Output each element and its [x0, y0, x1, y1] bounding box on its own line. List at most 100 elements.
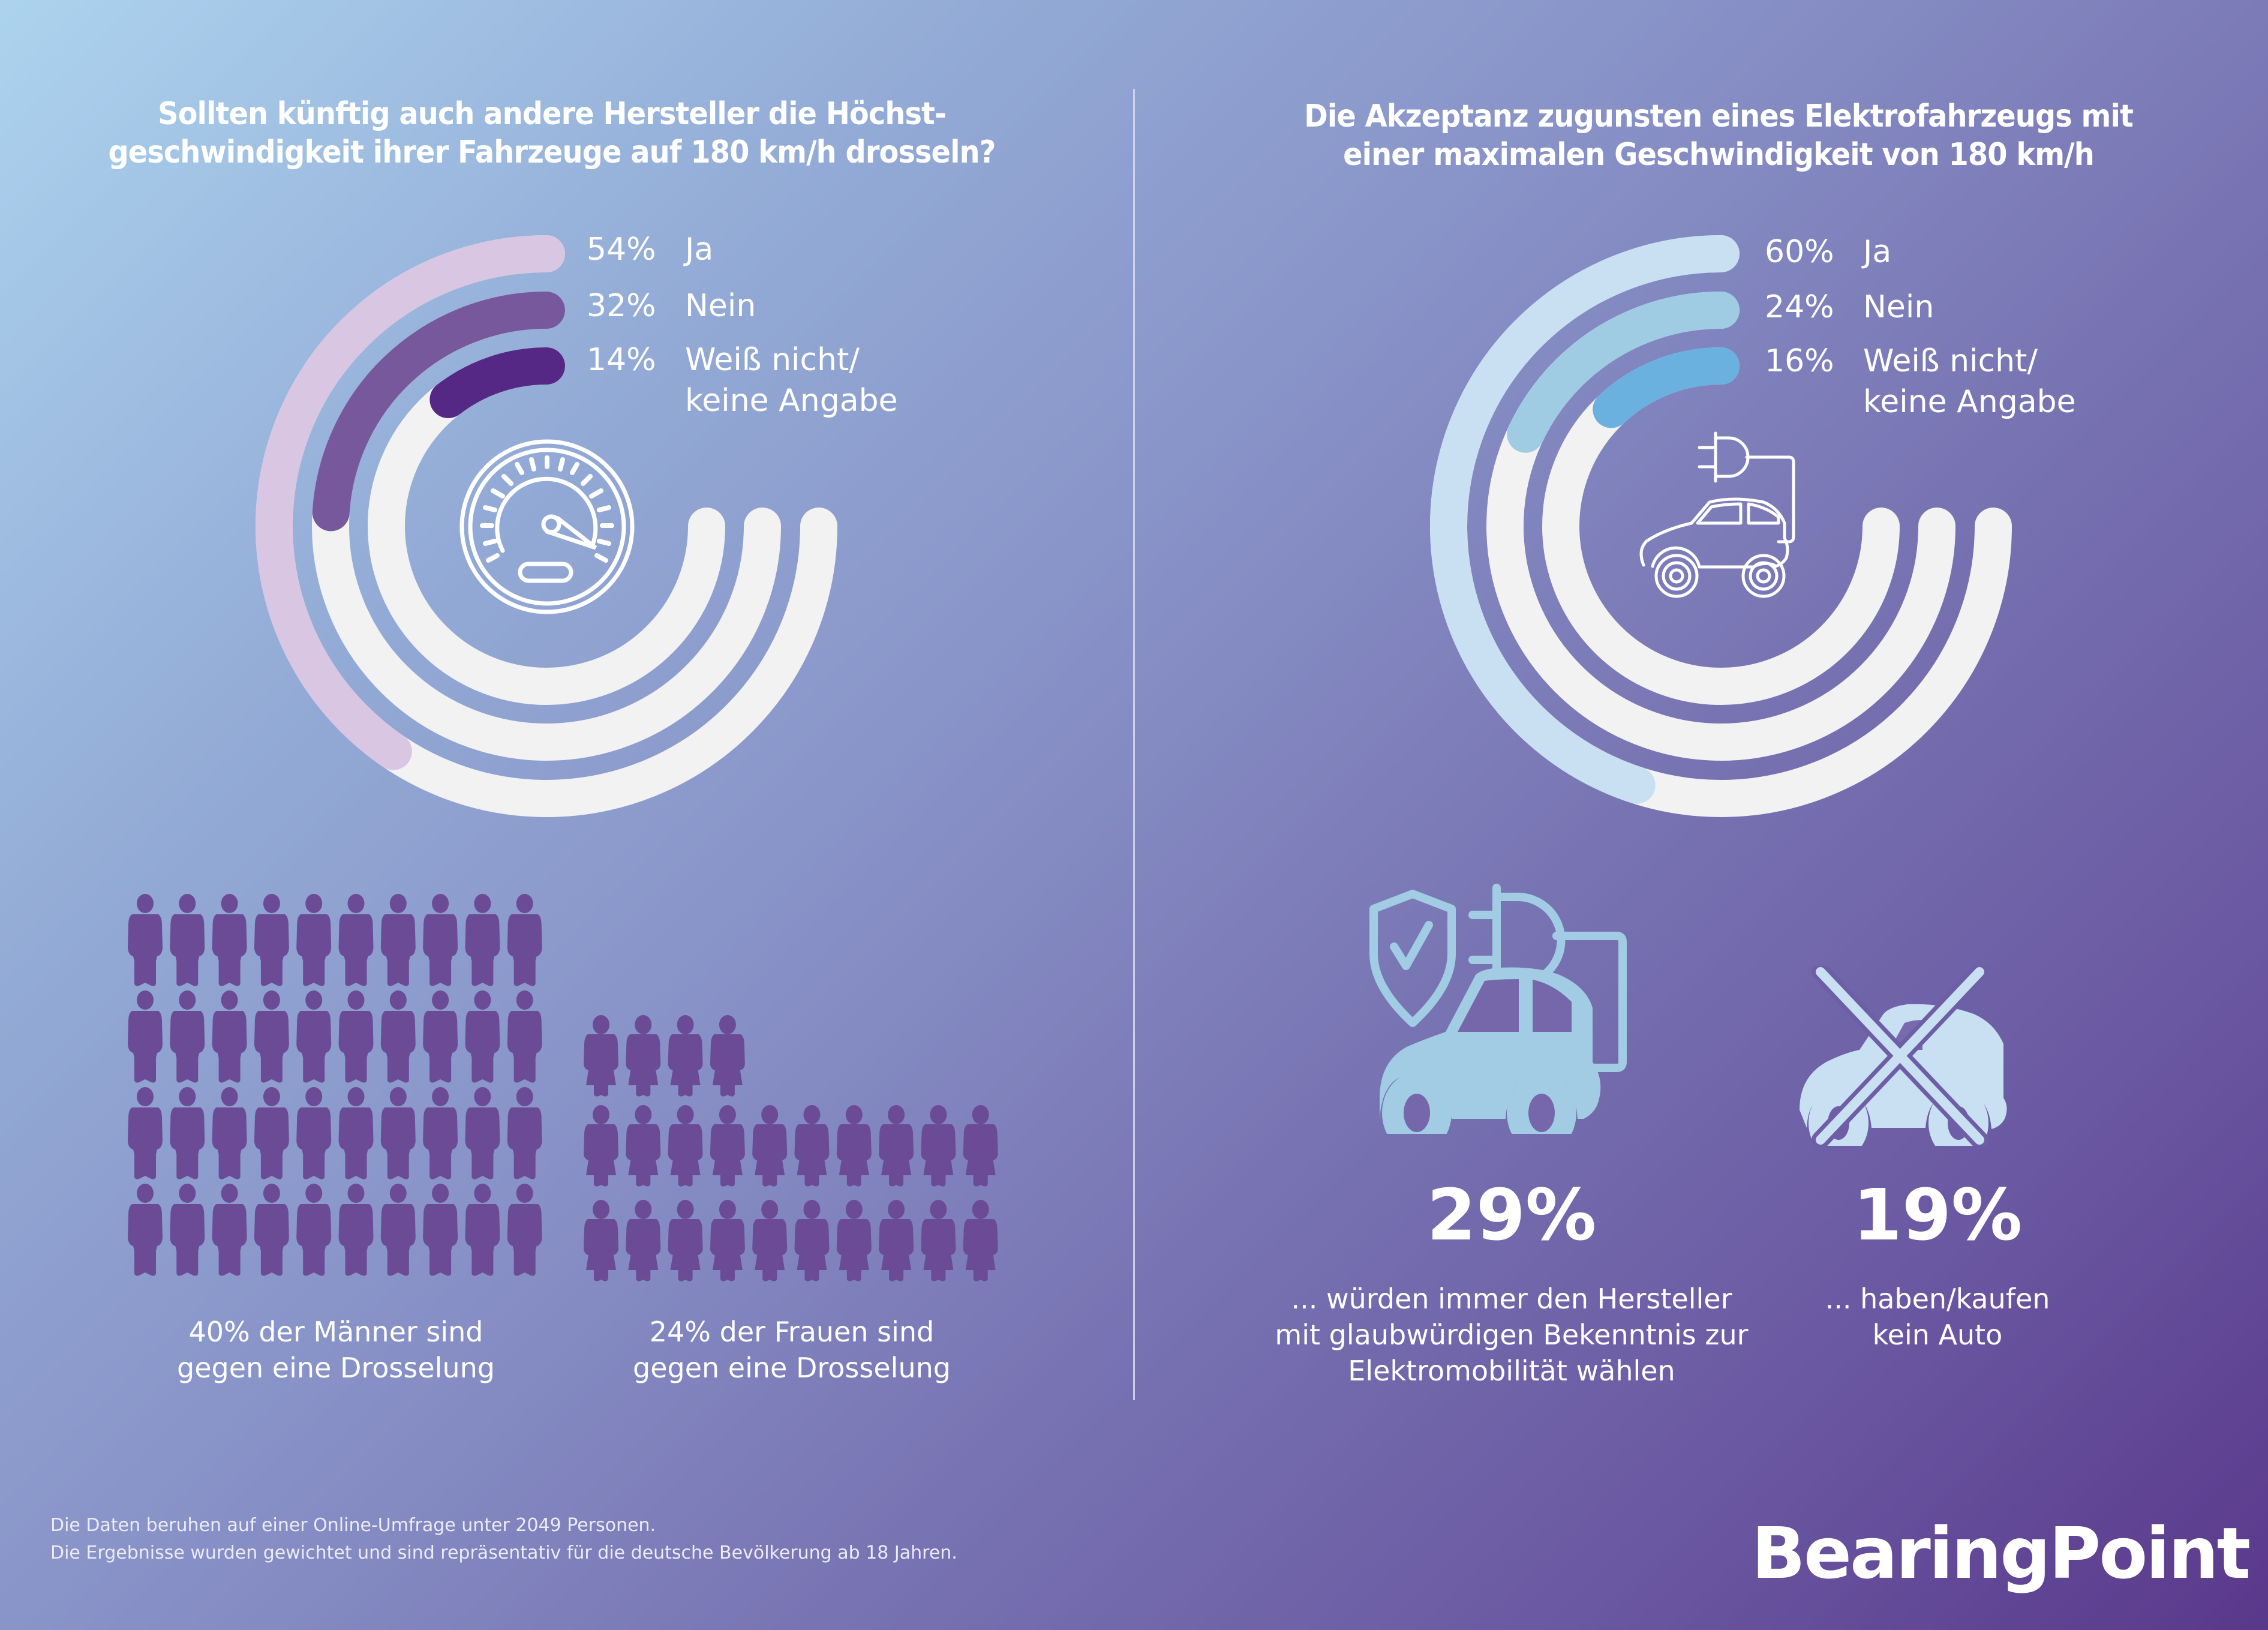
man-icon — [338, 894, 374, 986]
no-car-icon — [1800, 966, 2007, 1146]
man-icon — [465, 1184, 500, 1276]
right-title-line-1: Die Akzeptanz zugunsten eines Elektrofah… — [1304, 98, 2134, 134]
left-legend-pct-nein: 32% — [587, 288, 656, 324]
right-legend-pct-ja: 60% — [1765, 234, 1834, 270]
man-icon — [170, 1087, 205, 1179]
man-icon — [128, 1087, 163, 1179]
man-icon — [212, 1184, 247, 1276]
left-chart-title: Sollten künftig auch andere Hersteller d… — [100, 95, 1005, 172]
radial-bar-nein — [312, 292, 565, 532]
right-title-line-2: einer maximalen Geschwindigkeit von 180 … — [1343, 137, 2095, 173]
men-caption: 40% der Männer sind gegen eine Drosselun… — [138, 1314, 534, 1386]
bearingpoint-logo: BearingPoint — [1752, 1512, 2251, 1595]
woman-icon — [794, 1105, 830, 1187]
man-icon — [380, 1184, 416, 1276]
man-icon — [170, 990, 205, 1083]
left-legend-pct-unknown: 14% — [587, 342, 656, 378]
woman-icon — [710, 1105, 745, 1187]
methodology-line-2: Die Ergebnisse wurden gewichtet und sind… — [50, 1542, 957, 1563]
woman-icon — [710, 1200, 745, 1281]
woman-icon — [879, 1105, 914, 1187]
woman-icon — [626, 1015, 661, 1097]
man-icon — [507, 1087, 542, 1179]
man-icon — [254, 990, 289, 1083]
man-icon — [507, 990, 542, 1083]
methodology-note: Die Daten beruhen auf einer Online-Umfra… — [50, 1512, 957, 1567]
woman-icon — [668, 1105, 703, 1187]
stat-19-caption-line-2: kein Auto — [1872, 1319, 2003, 1351]
right-chart-title: Die Akzeptanz zugunsten eines Elektrofah… — [1263, 97, 2174, 174]
left-title-line-2: geschwindigkeit ihrer Fahrzeuge auf 180 … — [108, 134, 996, 170]
man-icon — [170, 1184, 205, 1276]
methodology-line-1: Die Daten beruhen auf einer Online-Umfra… — [50, 1515, 656, 1536]
man-icon — [423, 990, 458, 1083]
man-icon — [423, 1087, 458, 1179]
left-legend-label-unknown-1: Weiß nicht/ — [685, 342, 860, 378]
stat-29-caption-line-2: mit glaubwürdigen Bekenntnis zur — [1275, 1319, 1749, 1351]
electric-car-icon — [1639, 431, 1795, 598]
woman-icon — [752, 1200, 788, 1281]
man-icon — [423, 1184, 458, 1276]
left-legend-label-nein: Nein — [685, 288, 756, 324]
men-caption-line-1: 40% der Männer sind — [188, 1316, 483, 1348]
man-icon — [507, 894, 542, 986]
woman-icon — [584, 1015, 618, 1097]
radial-bar-weiß-nicht-keine-angabe — [429, 347, 565, 419]
man-icon — [296, 1184, 332, 1276]
woman-icon — [668, 1015, 703, 1097]
right-legend-label-unknown-1: Weiß nicht/ — [1863, 343, 2038, 379]
man-icon — [338, 1087, 374, 1179]
radial-chart-left — [256, 235, 837, 817]
stat-29-caption-line-3: Elektromobilität wählen — [1348, 1355, 1675, 1387]
man-icon — [128, 894, 163, 986]
men-caption-line-2: gegen eine Drosselung — [177, 1352, 495, 1384]
right-legend-pct-nein: 24% — [1765, 289, 1834, 325]
woman-icon — [584, 1200, 618, 1281]
woman-icon — [668, 1200, 703, 1281]
man-icon — [380, 894, 416, 986]
woman-icon — [794, 1200, 830, 1281]
stat-19-value: 19% — [1852, 1173, 2023, 1256]
stat-29-value: 29% — [1426, 1173, 1597, 1256]
man-icon — [507, 1184, 542, 1276]
right-legend-label-nein: Nein — [1863, 289, 1934, 325]
man-icon — [380, 990, 416, 1083]
man-icon — [465, 894, 500, 986]
stat-29-caption: ... würden immer den Hersteller mit glau… — [1248, 1281, 1776, 1389]
man-icon — [465, 990, 500, 1083]
woman-icon — [752, 1105, 788, 1187]
woman-icon — [963, 1105, 998, 1187]
woman-icon — [921, 1200, 956, 1281]
man-icon — [212, 990, 247, 1083]
left-legend-label-ja: Ja — [685, 232, 714, 268]
man-icon — [212, 894, 247, 986]
stat-19-caption-line-1: ... haben/kaufen — [1825, 1283, 2050, 1315]
woman-icon — [584, 1105, 618, 1187]
radial-bar-nein — [1507, 292, 1740, 453]
man-icon — [254, 1184, 289, 1276]
man-icon — [128, 990, 163, 1083]
man-icon — [380, 1087, 416, 1179]
left-title-line-1: Sollten künftig auch andere Hersteller d… — [158, 96, 947, 132]
radial-chart-right — [1430, 235, 2012, 817]
man-icon — [170, 894, 205, 986]
man-icon — [128, 1184, 163, 1276]
radial-bar-weiß-nicht-keine-angabe — [1593, 347, 1740, 428]
stat-19-caption: ... haben/kaufen kein Auto — [1818, 1281, 2057, 1353]
left-legend-label-unknown-2: keine Angabe — [685, 383, 898, 419]
woman-icon — [879, 1200, 914, 1281]
man-icon — [296, 894, 332, 986]
woman-icon — [626, 1105, 661, 1187]
center-divider — [1133, 89, 1135, 1400]
woman-icon — [921, 1105, 956, 1187]
stat-29-caption-line-1: ... würden immer den Hersteller — [1291, 1283, 1732, 1315]
woman-icon — [626, 1200, 661, 1281]
speedometer-icon — [459, 439, 635, 614]
woman-icon — [836, 1105, 872, 1187]
man-icon — [296, 990, 332, 1083]
man-icon — [254, 894, 289, 986]
man-icon — [296, 1087, 332, 1179]
radial-bar-ja — [1430, 235, 1740, 804]
